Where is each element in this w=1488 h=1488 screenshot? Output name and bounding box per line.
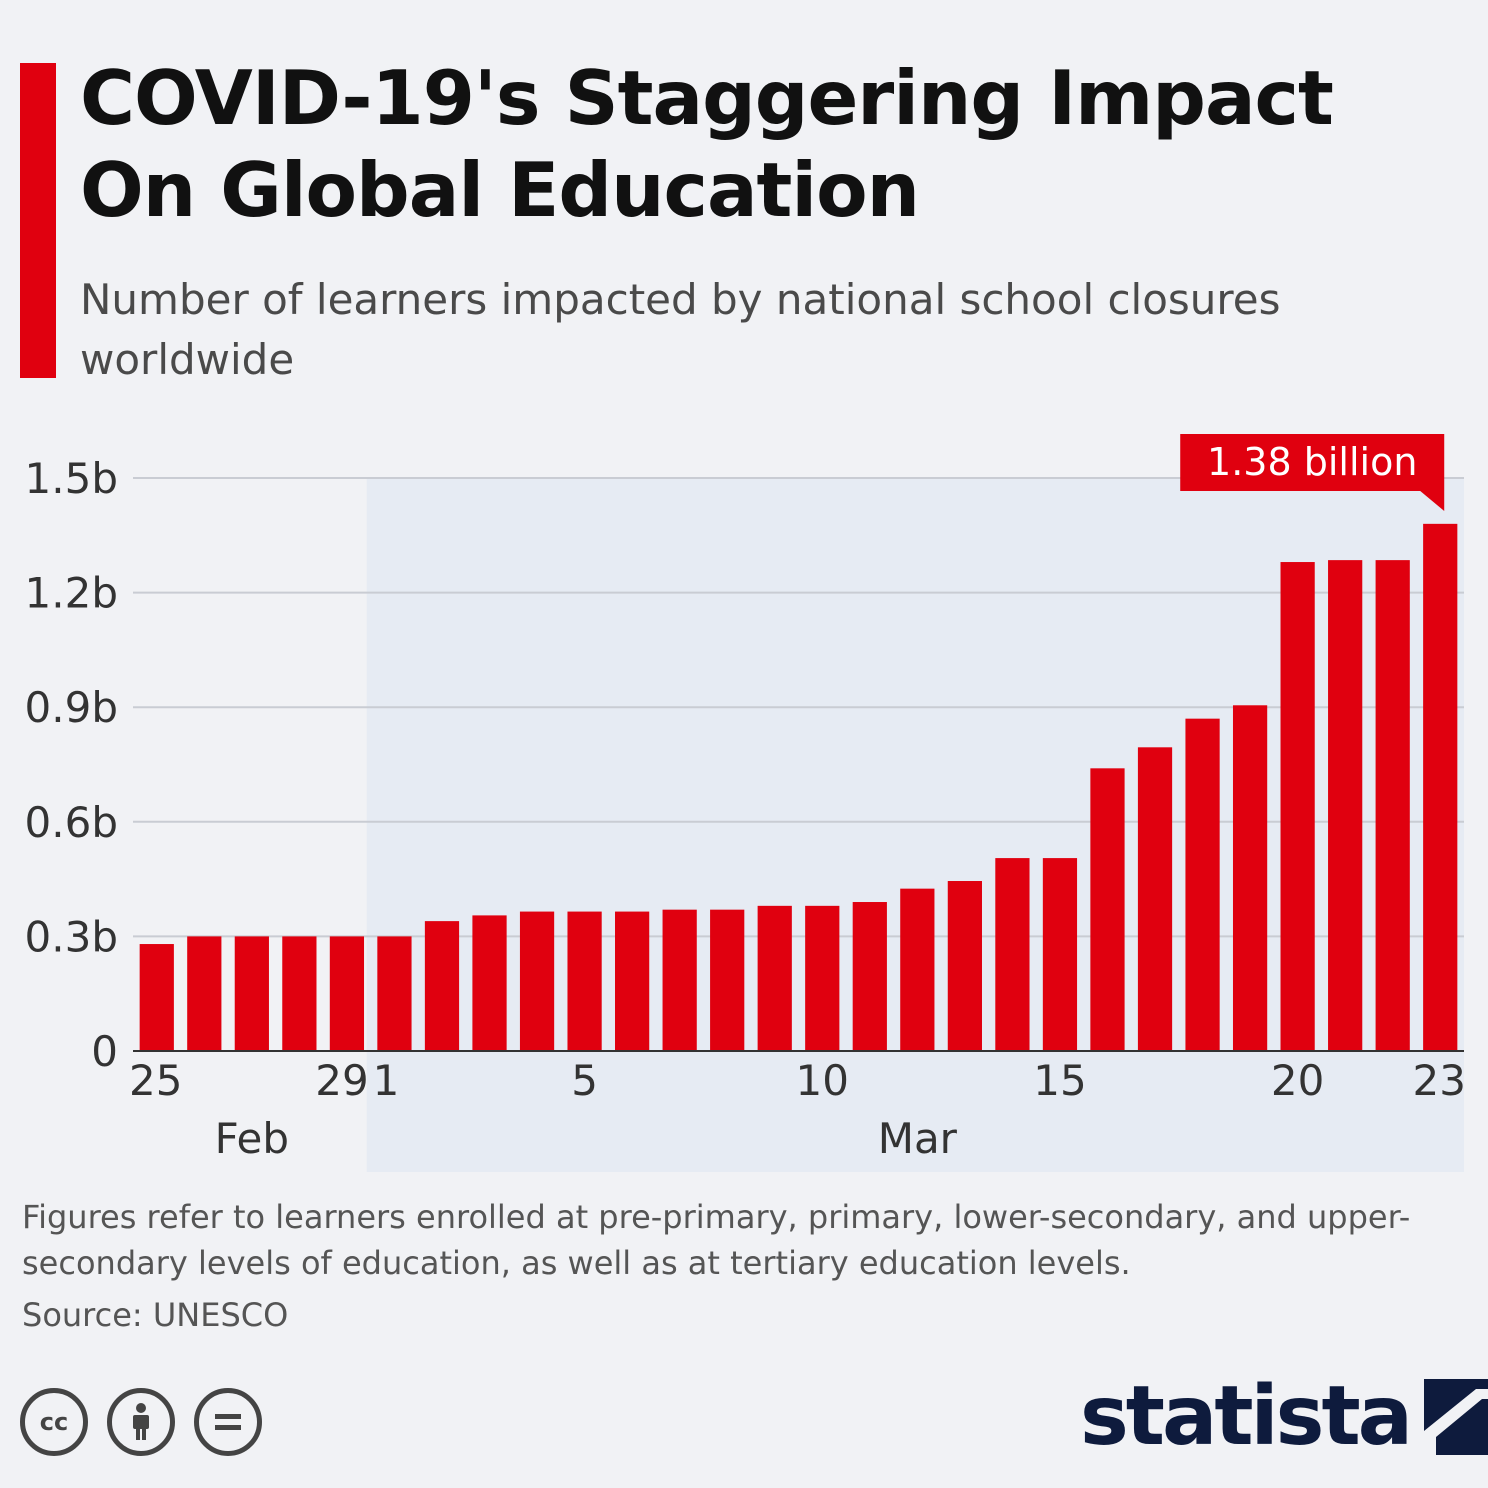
bars <box>139 523 1458 1051</box>
bar <box>519 911 555 1051</box>
y-tick-label: 0 <box>91 1027 118 1076</box>
bar <box>1042 858 1078 1051</box>
y-axis-ticks: 0 0.3b 0.6b 0.9b 1.2b 1.5b <box>25 454 118 1076</box>
x-tick-label: 20 <box>1271 1056 1324 1105</box>
x-tick-label: 1 <box>373 1056 400 1105</box>
x-tick-label: 15 <box>1033 1056 1086 1105</box>
bar <box>1090 768 1125 1051</box>
x-axis-ticks: 25 29 1 5 10 15 20 23 <box>129 1056 1466 1105</box>
bar <box>1232 705 1268 1051</box>
bar <box>1375 560 1410 1051</box>
y-tick-label: 1.2b <box>25 569 118 618</box>
bar <box>234 936 269 1051</box>
annotation-pointer <box>1420 491 1445 511</box>
bar <box>1137 747 1173 1051</box>
month-label: Mar <box>878 1114 958 1163</box>
x-tick-label: 10 <box>796 1056 849 1105</box>
y-tick-label: 0.6b <box>25 798 118 847</box>
bar <box>710 909 745 1051</box>
bar <box>567 911 602 1051</box>
y-tick-label: 1.5b <box>25 454 118 503</box>
bar <box>424 921 460 1051</box>
bar <box>1423 523 1458 1051</box>
bar <box>1185 718 1220 1051</box>
annotation-box <box>1180 434 1445 491</box>
x-tick-label: 5 <box>571 1056 598 1105</box>
bar <box>805 905 840 1051</box>
bar <box>472 915 507 1051</box>
source-note: Source: UNESCO <box>22 1296 289 1334</box>
bar <box>900 888 935 1051</box>
bar <box>757 905 792 1051</box>
annotation-label: 1.38 billion <box>1207 440 1417 484</box>
month-labels: Feb Mar <box>215 1114 958 1163</box>
bar <box>947 881 982 1051</box>
no-derivatives-icon <box>194 1388 262 1456</box>
title-accent-bar <box>20 63 56 378</box>
license-icons: cc <box>20 1388 262 1456</box>
cc-icon: cc <box>20 1388 88 1456</box>
bar <box>662 909 697 1051</box>
bar <box>852 902 887 1051</box>
bar <box>615 911 650 1051</box>
chart-subtitle: Number of learners impacted by national … <box>80 275 1281 384</box>
peak-annotation: 1.38 billion <box>1180 434 1445 511</box>
bar <box>995 858 1030 1051</box>
attribution-icon <box>107 1388 175 1456</box>
x-tick-label: 23 <box>1413 1056 1466 1105</box>
statista-logo: statista <box>1080 1376 1488 1458</box>
bar <box>1280 562 1315 1051</box>
bar <box>1328 560 1363 1051</box>
month-label: Feb <box>215 1114 289 1163</box>
bar <box>329 936 365 1051</box>
bar <box>377 936 412 1051</box>
bar-chart: 00.3b0.6b0.9b1.2b1.5b 25 29 1 5 10 15 20 23 Feb… <box>25 434 1466 1172</box>
y-tick-label: 0.3b <box>25 912 118 961</box>
x-tick-label: 29 <box>315 1056 368 1105</box>
bar <box>282 936 317 1051</box>
statista-mark-icon <box>1424 1379 1488 1455</box>
brand-name: statista <box>1080 1369 1413 1464</box>
page-title: COVID-19's Staggering Impact On Global E… <box>80 54 1334 234</box>
bar <box>187 936 222 1051</box>
y-tick-label: 0.9b <box>25 683 118 732</box>
x-tick-label: 25 <box>129 1056 182 1105</box>
footnote: Figures refer to learners enrolled at pr… <box>22 1198 1411 1282</box>
bar <box>139 944 174 1051</box>
